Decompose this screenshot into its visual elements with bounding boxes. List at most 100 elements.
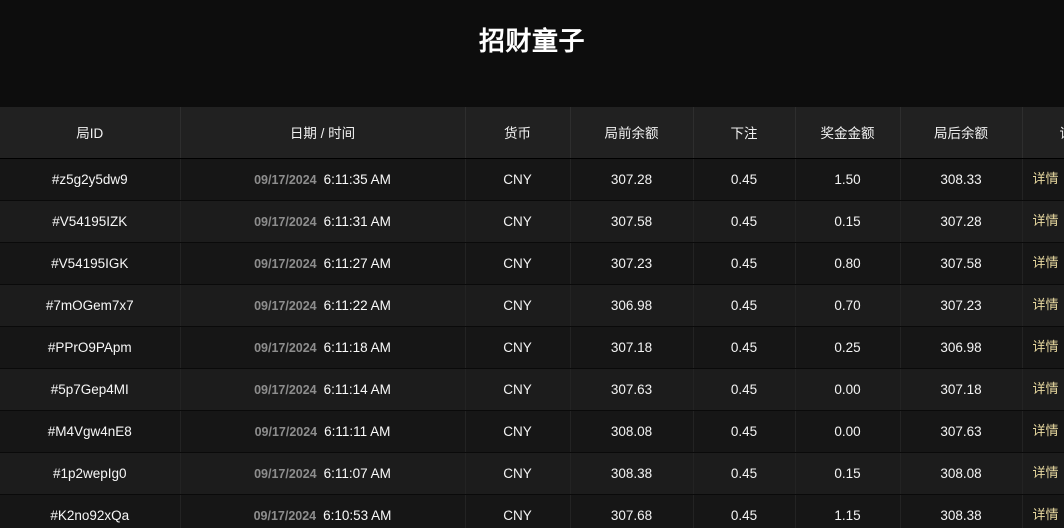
cell-balance-before: 308.08 [570,410,694,453]
column-header-win-amount[interactable]: 奖金金额 [795,107,901,159]
cell-currency: CNY [465,284,571,327]
table-row[interactable]: #V54195IZK 09/17/2024 6:11:31 AM CNY 307.58 0… [0,200,1064,243]
round-details-button[interactable]: 详情 [1032,213,1059,228]
cell-round-id: #z5g2y5dw9 [0,158,181,201]
round-details-button[interactable]: 详情 [1032,465,1059,480]
cell-datetime: 09/17/2024 6:11:31 AM [180,200,466,243]
cell-actions: 详情 [1022,368,1064,411]
cell-currency: CNY [465,410,571,453]
cell-datetime: 09/17/2024 6:11:22 AM [180,284,466,327]
round-details-button[interactable]: 详情 [1032,255,1059,270]
cell-balance-before: 307.63 [570,368,694,411]
cell-datetime: 09/17/2024 6:11:14 AM [180,368,466,411]
cell-date: 09/17/2024 [254,424,318,439]
round-details-button[interactable]: 详情 [1032,423,1059,438]
cell-win-amount: 0.80 [795,242,901,285]
cell-win-amount: 0.00 [795,410,901,453]
cell-time: 6:11:14 AM [323,381,391,397]
column-header-balance-after[interactable]: 局后余额 [900,107,1023,159]
cell-date: 09/17/2024 [254,298,317,313]
cell-bet: 0.45 [693,200,796,243]
cell-time: 6:11:18 AM [323,339,391,355]
cell-balance-before: 307.58 [570,200,694,243]
round-details-button[interactable]: 详情 [1032,171,1059,186]
column-header-actions[interactable]: 详 [1022,107,1064,159]
cell-date: 09/17/2024 [253,508,317,523]
cell-actions: 详情 [1022,494,1064,528]
cell-round-id: #7mOGem7x7 [0,284,181,327]
table-row[interactable]: #z5g2y5dw9 09/17/2024 6:11:35 AM CNY 307.28 0… [0,158,1064,201]
cell-date: 09/17/2024 [254,214,317,229]
cell-bet: 0.45 [693,410,796,453]
cell-win-amount: 0.15 [795,200,901,243]
cell-currency: CNY [465,494,571,528]
cell-round-id: #PPrO9PApm [0,326,181,369]
cell-currency: CNY [465,200,571,243]
cell-time: 6:11:22 AM [323,297,391,313]
cell-bet: 0.45 [693,494,796,528]
table-row[interactable]: #PPrO9PApm 09/17/2024 6:11:18 AM CNY 307.18 0… [0,326,1064,369]
cell-balance-before: 307.28 [570,158,694,201]
cell-balance-after: 308.08 [900,452,1023,495]
cell-datetime: 09/17/2024 6:11:35 AM [180,158,466,201]
cell-currency: CNY [465,242,571,285]
cell-actions: 详情 [1022,452,1064,495]
column-header-balance-before[interactable]: 局前余额 [570,107,694,159]
cell-actions: 详情 [1022,242,1064,285]
cell-win-amount: 0.70 [795,284,901,327]
table-row[interactable]: #M4Vgw4nE8 09/17/2024 6:11:11 AM CNY 308.08 0… [0,410,1064,453]
cell-round-id: #1p2wepIg0 [0,452,181,495]
cell-actions: 详情 [1022,158,1064,201]
cell-currency: CNY [465,158,571,201]
column-header-bet[interactable]: 下注 [693,107,796,159]
table-row[interactable]: #1p2wepIg0 09/17/2024 6:11:07 AM CNY 308.38 0… [0,452,1064,495]
cell-balance-before: 308.38 [570,452,694,495]
cell-time: 6:11:31 AM [323,213,391,229]
cell-bet: 0.45 [693,242,796,285]
cell-time: 6:11:11 AM [324,423,391,439]
round-details-button[interactable]: 详情 [1032,339,1059,354]
cell-balance-after: 307.28 [900,200,1023,243]
cell-currency: CNY [465,368,571,411]
round-details-button[interactable]: 详情 [1032,507,1059,522]
cell-balance-after: 307.63 [900,410,1023,453]
round-details-button[interactable]: 详情 [1032,297,1059,312]
cell-bet: 0.45 [693,158,796,201]
cell-actions: 详情 [1022,284,1064,327]
table-row[interactable]: #5p7Gep4MI 09/17/2024 6:11:14 AM CNY 307.63 0… [0,368,1064,411]
cell-actions: 详情 [1022,326,1064,369]
round-details-button[interactable]: 详情 [1032,381,1059,396]
cell-time: 6:11:07 AM [323,465,391,481]
column-header-datetime[interactable]: 日期 / 时间 [180,107,466,159]
cell-win-amount: 1.50 [795,158,901,201]
cell-datetime: 09/17/2024 6:11:27 AM [180,242,466,285]
cell-time: 6:10:53 AM [323,507,392,523]
game-history-table: 局ID 日期 / 时间 货币 局前余额 下注 奖金金额 局后余额 详 #z5g2… [0,107,1064,528]
cell-balance-before: 307.68 [570,494,694,528]
table-row[interactable]: #V54195IGK 09/17/2024 6:11:27 AM CNY 307.23 0… [0,242,1064,285]
cell-time: 6:11:27 AM [323,255,391,271]
column-header-currency[interactable]: 货币 [465,107,571,159]
cell-balance-before: 307.18 [570,326,694,369]
table-header-row: 局ID 日期 / 时间 货币 局前余额 下注 奖金金额 局后余额 详 [0,107,1064,159]
cell-time: 6:11:35 AM [323,171,391,187]
cell-round-id: #V54195IZK [0,200,181,243]
cell-date: 09/17/2024 [254,340,317,355]
cell-win-amount: 0.25 [795,326,901,369]
cell-balance-after: 306.98 [900,326,1023,369]
cell-balance-before: 306.98 [570,284,694,327]
table-row[interactable]: #7mOGem7x7 09/17/2024 6:11:22 AM CNY 306.98 0… [0,284,1064,327]
cell-currency: CNY [465,452,571,495]
cell-actions: 详情 [1022,410,1064,453]
cell-date: 09/17/2024 [254,172,317,187]
column-header-round-id[interactable]: 局ID [0,107,181,159]
cell-bet: 0.45 [693,284,796,327]
table-header: 局ID 日期 / 时间 货币 局前余额 下注 奖金金额 局后余额 详 [0,107,1064,159]
table-row[interactable]: #K2no92xQa 09/17/2024 6:10:53 AM CNY 307.68 0… [0,494,1064,528]
cell-round-id: #K2no92xQa [0,494,181,528]
page-title: 招财童子 [478,26,585,57]
cell-actions: 详情 [1022,200,1064,243]
cell-datetime: 09/17/2024 6:11:18 AM [180,326,466,369]
cell-currency: CNY [465,326,571,369]
